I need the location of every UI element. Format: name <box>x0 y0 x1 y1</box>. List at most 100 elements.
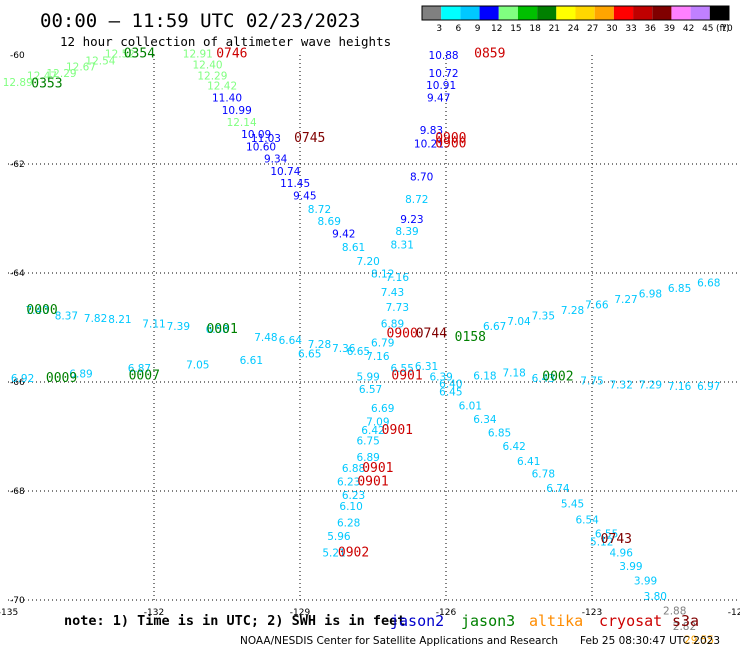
colorbar-swatch <box>709 6 729 20</box>
time-label: 0900 <box>435 131 466 146</box>
wave-height-value: 8.39 <box>395 226 418 238</box>
colorbar-tick-label: 36 <box>645 24 657 34</box>
wave-height-value: 6.69 <box>371 403 394 415</box>
wave-height-value: 6.67 <box>483 321 506 333</box>
wave-height-value: 7.29 <box>639 380 662 392</box>
wave-height-value: 8.72 <box>308 204 331 216</box>
wave-height-value: 10.91 <box>426 80 456 92</box>
colorbar-tick-label: 33 <box>625 24 636 34</box>
y-tick-label: -60 <box>10 51 25 61</box>
wave-height-value: 6.85 <box>668 283 691 295</box>
wave-height-value: 2.88 <box>663 606 686 618</box>
grid <box>8 55 738 601</box>
y-tick-label: -66 <box>10 378 25 388</box>
legend-item: jason3 <box>461 612 515 630</box>
wave-height-value: 11.45 <box>280 178 310 190</box>
wave-height-value: 9.45 <box>293 190 316 202</box>
wave-height-value: 6.57 <box>359 384 382 396</box>
wave-height-value: 6.87 <box>128 363 151 375</box>
wave-height-value: 8.21 <box>108 314 131 326</box>
legend: jason2 jason3 altika cryosat s3a <box>390 612 699 630</box>
time-label: 0000 <box>26 303 57 318</box>
wave-height-value: 7.28 <box>561 305 584 317</box>
wave-height-value: 12.29 <box>197 71 227 83</box>
wave-height-value: 7.75 <box>580 376 603 388</box>
colorbar-swatch <box>594 6 614 20</box>
wave-height-value: 6.45 <box>439 387 462 399</box>
wave-height-value: 10.60 <box>246 141 276 153</box>
colorbar-tick-label: 24 <box>568 24 580 34</box>
colorbar-swatch <box>498 6 518 20</box>
x-tick-label: -123 <box>582 608 602 618</box>
wave-height-value: 9.23 <box>400 214 423 226</box>
wave-height-value: 9.42 <box>332 229 355 241</box>
colorbar-tick-label: 15 <box>510 24 521 34</box>
wave-height-value: 11.03 <box>251 133 281 145</box>
colorbar: 3 6 9 12 15 18 21 24 27 30 33 36 39 42 45 70 <box>421 5 733 34</box>
wave-height-value: 6.23 <box>342 490 365 502</box>
wave-height-value: 12.89 <box>3 77 33 89</box>
wave-height-value: 6.92 <box>11 373 34 385</box>
wave-height-value: 7.28 <box>308 339 331 351</box>
colorbar-tick-label: 42 <box>683 24 694 34</box>
wave-height-value: 3.80 <box>644 591 667 603</box>
wave-height-value: 10.74 <box>270 166 300 178</box>
colorbar-swatch <box>422 6 442 20</box>
wave-height-value: 7.18 <box>502 368 525 380</box>
wave-height-value: 10.99 <box>222 105 252 117</box>
y-tick-label: -70 <box>10 596 25 606</box>
wave-height-value: 10.21 <box>414 139 444 151</box>
time-label: 0002 <box>542 369 573 384</box>
time-label: 0158 <box>455 330 486 345</box>
wave-height-value: 6.85 <box>488 428 511 440</box>
wave-height-value: 6.55 <box>391 363 414 375</box>
colorbar-tick-label: 27 <box>587 24 598 34</box>
wave-height-value: 4.96 <box>610 547 634 559</box>
wave-height-value: 12.91 <box>183 49 213 61</box>
x-tick-label: -132 <box>144 608 164 618</box>
wave-height-value: 12.54 <box>85 55 115 67</box>
wave-height-value: 7.82 <box>84 313 107 325</box>
colorbar-swatch <box>633 6 653 20</box>
legend-item: cryosat <box>599 612 662 630</box>
time-label: 0901 <box>362 461 393 476</box>
colorbar-frame <box>421 5 730 21</box>
wave-height-value: 12.40 <box>193 60 223 72</box>
colorbar-swatch <box>613 6 634 20</box>
wave-height-value: 6.54 <box>575 515 599 527</box>
wave-height-value: 8.69 <box>318 216 341 228</box>
time-label: 0007 <box>129 368 160 383</box>
time-label: 0743 <box>601 532 632 547</box>
wave-height-value: 2.82 <box>673 621 696 633</box>
wave-height-value: 7.16 <box>668 381 692 393</box>
wave-height-value: 6.79 <box>371 338 394 350</box>
time-label: 0746 <box>216 47 247 62</box>
colorbar-swatch <box>671 6 691 20</box>
wave-height-value: 9.34 <box>264 153 288 165</box>
wave-height-value: 5.99 <box>356 371 379 383</box>
wave-height-value: 29.55 <box>684 635 714 647</box>
wave-height-value: 8.72 <box>405 194 428 206</box>
time-label: 0744 <box>416 326 447 341</box>
colorbar-tick-label: 12 <box>491 24 502 34</box>
wave-height-value: 6.88 <box>342 463 365 475</box>
wave-height-value: 6.61 <box>240 355 263 367</box>
wave-height-value: 6.68 <box>697 278 720 290</box>
wave-height-value: 12.29 <box>47 68 77 80</box>
axis-ticks: -135 -132 -129 -126 -123 -120 -60 -62 -64 -66 -68 -… <box>0 51 740 618</box>
wave-height-value: 8.12 <box>371 268 394 280</box>
wave-height-value: 6.65 <box>298 348 321 360</box>
wave-height-value: 8.70 <box>410 171 433 183</box>
wave-height-value: 7.43 <box>381 287 404 299</box>
wave-height-value: 7.36 <box>332 343 356 355</box>
wave-height-value: 7.27 <box>614 294 637 306</box>
wave-height-value: 12.47 <box>27 71 57 83</box>
wave-height-value: 6.98 <box>639 289 662 301</box>
time-label: 0001 <box>206 322 237 337</box>
colorbar-tick-label: 9 <box>475 24 481 34</box>
colorbar-unit: (ft) <box>716 24 730 34</box>
wave-height-value: 5.96 <box>327 531 351 543</box>
colorbar-tick-label: 6 <box>456 24 462 34</box>
time-label: 0901 <box>382 423 413 438</box>
time-label: 0901 <box>357 475 388 490</box>
